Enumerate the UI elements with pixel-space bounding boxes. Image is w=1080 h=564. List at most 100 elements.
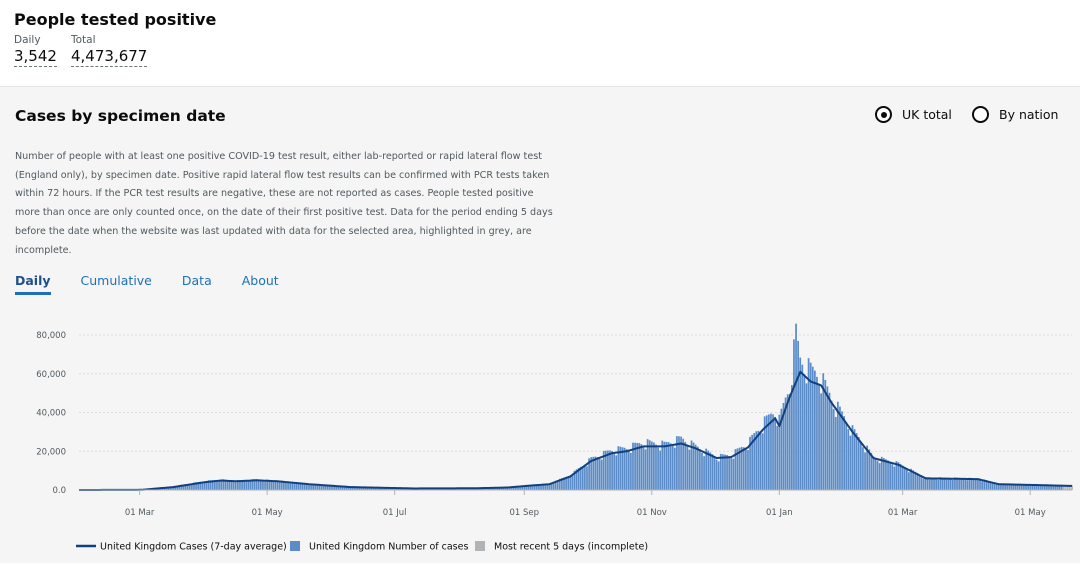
daily-bar [643, 446, 645, 490]
daily-bar [847, 429, 849, 490]
daily-bar [747, 450, 749, 490]
daily-bar [567, 477, 569, 490]
daily-bar [898, 462, 900, 490]
headline-title: People tested positive [14, 10, 216, 29]
daily-bar [835, 417, 837, 490]
daily-bar [967, 480, 969, 490]
total-stat: Total 4,473,677 [71, 34, 147, 67]
daily-bar [712, 454, 714, 490]
daily-bar [724, 455, 726, 490]
daily-bar [651, 441, 653, 490]
daily-bar [291, 483, 293, 490]
daily-bar [933, 478, 935, 490]
daily-bar [661, 441, 663, 490]
daily-bar [977, 479, 979, 490]
daily-bar [760, 432, 762, 490]
daily-bar [795, 324, 797, 490]
daily-bar [250, 481, 252, 490]
daily-stat: Daily 3,542 [14, 34, 57, 67]
daily-bar [787, 394, 789, 490]
total-label: Total [71, 34, 147, 46]
daily-bar [852, 425, 854, 490]
daily-bar [1040, 486, 1042, 490]
daily-bar [891, 464, 893, 490]
daily-bar [816, 377, 818, 490]
tab-data[interactable]: Data [182, 273, 212, 295]
daily-bar [323, 486, 325, 490]
daily-bar [247, 481, 249, 490]
daily-value[interactable]: 3,542 [14, 47, 57, 67]
daily-bar [730, 458, 732, 490]
tab-about[interactable]: About [242, 273, 279, 295]
daily-bar [542, 485, 544, 490]
daily-bar [900, 464, 902, 490]
daily-bar [626, 449, 628, 490]
daily-bar [670, 443, 672, 490]
daily-bar [845, 422, 847, 490]
daily-bar [620, 447, 622, 490]
daily-bar [1054, 486, 1056, 490]
daily-bar [615, 455, 617, 490]
daily-bar [770, 414, 772, 490]
radio-unchecked-icon[interactable] [972, 106, 989, 123]
daily-bar [613, 453, 615, 490]
daily-bar [597, 457, 599, 490]
daily-bar [935, 479, 937, 490]
daily-bar [705, 449, 707, 490]
daily-bar [883, 458, 885, 490]
daily-bar [981, 481, 983, 490]
daily-bar [923, 479, 925, 490]
daily-bar [868, 449, 870, 490]
daily-bar [952, 480, 954, 490]
daily-bar [231, 481, 233, 490]
daily-bar [582, 466, 584, 490]
radio-checked-icon[interactable] [875, 106, 892, 123]
daily-bar [699, 449, 701, 490]
daily-bar [703, 456, 705, 490]
daily-bar [1023, 485, 1025, 490]
daily-bar [862, 447, 864, 490]
daily-bar [321, 485, 323, 490]
tab-cumulative[interactable]: Cumulative [81, 273, 152, 295]
daily-bar [235, 482, 237, 490]
daily-bar [607, 451, 609, 490]
chart-tabs: Daily Cumulative Data About [15, 273, 309, 295]
legend-incomplete-label: Most recent 5 days (incomplete) [494, 542, 648, 553]
daily-bar [653, 443, 655, 490]
x-tick-label: 01 Mar [125, 508, 155, 518]
daily-bar [854, 429, 856, 490]
tab-daily[interactable]: Daily [15, 273, 51, 295]
daily-bar [659, 451, 661, 490]
radio-nation-label: By nation [999, 107, 1058, 122]
daily-bar [829, 393, 831, 490]
daily-bar [264, 482, 266, 490]
daily-bar [789, 394, 791, 490]
y-tick-label: 40,000 [36, 409, 66, 419]
daily-bar [716, 460, 718, 490]
daily-bar [279, 483, 281, 490]
daily-bar [622, 447, 624, 490]
total-value[interactable]: 4,473,677 [71, 47, 147, 67]
daily-bar [860, 442, 862, 490]
x-tick-label: 01 Nov [637, 508, 667, 518]
daily-bar [799, 358, 801, 490]
average-line [79, 372, 1072, 490]
daily-bar [885, 459, 887, 490]
daily-bar [791, 385, 793, 490]
daily-bar [674, 448, 676, 490]
daily-bar [889, 462, 891, 490]
radio-by-nation[interactable]: By nation [972, 106, 1058, 123]
card-description: Number of people with at least one posit… [15, 148, 555, 260]
daily-bar [893, 467, 895, 490]
daily-bar [726, 455, 728, 490]
daily-bar [306, 484, 308, 490]
daily-bar [818, 385, 820, 490]
daily-bar [833, 409, 835, 490]
x-tick-label: 01 Jan [766, 508, 793, 518]
daily-bar [831, 401, 833, 490]
daily-bar [776, 426, 778, 490]
radio-uk-total[interactable]: UK total [875, 106, 952, 123]
daily-bar [908, 472, 910, 490]
daily-bar [557, 482, 559, 490]
daily-bar [233, 481, 235, 490]
